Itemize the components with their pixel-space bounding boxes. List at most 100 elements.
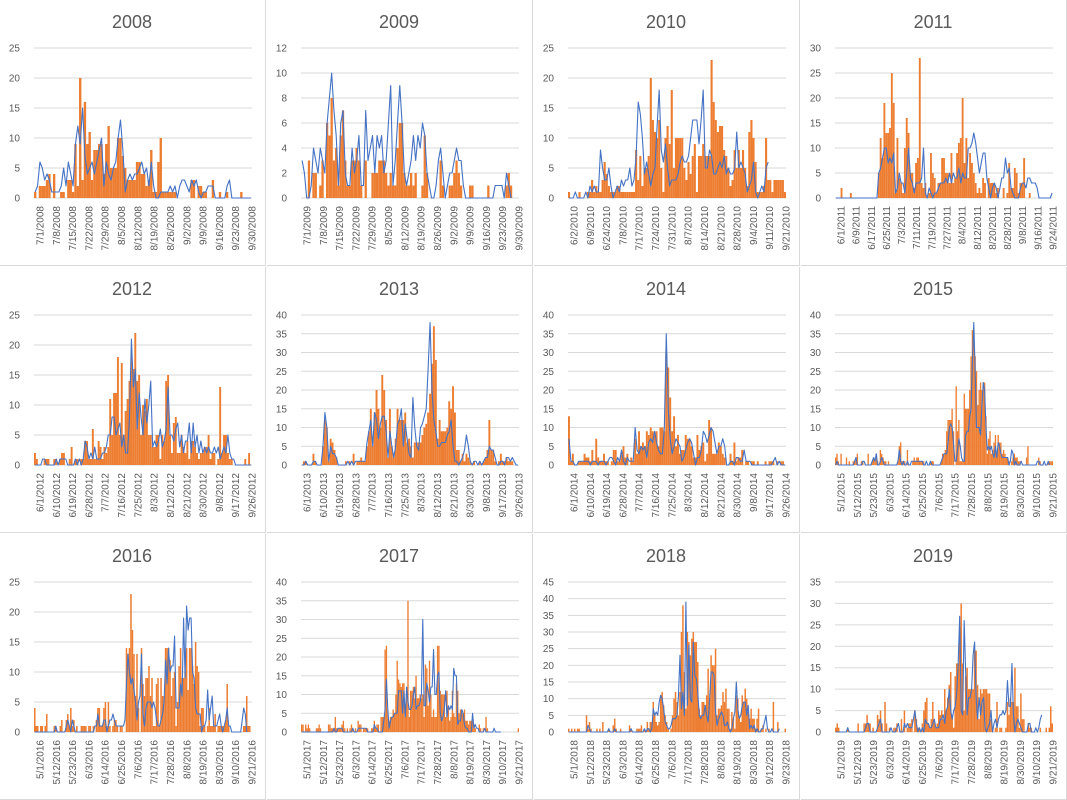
bar [720, 705, 723, 732]
bar [721, 126, 724, 198]
x-tick-label: 8/5/2008 [117, 206, 128, 245]
bar [685, 708, 687, 732]
bar [111, 435, 114, 465]
bar [618, 461, 621, 465]
bar [723, 702, 726, 732]
bar [314, 461, 317, 465]
bar [711, 665, 714, 732]
bar [438, 420, 441, 465]
chart-title: 2011 [914, 12, 953, 32]
bar [337, 185, 340, 198]
bar [85, 726, 87, 732]
bar [614, 450, 617, 465]
x-tick-label: 7/24/2010 [651, 206, 662, 251]
bar [685, 180, 688, 198]
bar [942, 719, 944, 732]
bar [458, 713, 460, 732]
bar [188, 459, 191, 465]
bar [207, 435, 210, 465]
bar [899, 442, 902, 465]
bar [867, 453, 869, 465]
bar [101, 459, 104, 465]
bar [407, 185, 410, 198]
chart-svg: 2017 0 5 10 15 20 25 30 35 40 5/1/2017 5/12/2017 5/2… [276, 546, 526, 785]
chart-svg: 2009 0 2 4 6 8 10 12 7/1/2009 7/8/2009 7/15/2009 7/… [276, 12, 526, 251]
bar [465, 720, 467, 732]
bar [143, 411, 146, 465]
bar [436, 438, 439, 465]
y-tick-label: 40 [810, 311, 822, 322]
x-tick-label: 8/19/2016 [199, 740, 210, 785]
bar [599, 461, 602, 465]
bar [478, 724, 480, 732]
bar [677, 435, 679, 465]
y-tick-label: 10 [543, 423, 555, 434]
bar [708, 698, 711, 732]
bar [88, 726, 90, 732]
bar [708, 420, 711, 465]
bar [845, 457, 848, 465]
bar [935, 727, 937, 732]
bar [191, 666, 194, 732]
bar [517, 728, 519, 732]
bar [781, 180, 784, 198]
x-tick-label: 9/17/2013 [498, 473, 509, 518]
x-tick-label: 7/17/2019 [951, 740, 962, 785]
bar [155, 435, 158, 465]
x-tick-label: 8/3/2014 [684, 473, 695, 512]
bar [325, 123, 329, 198]
bar [881, 453, 883, 465]
y-tick-label: 8 [281, 94, 287, 105]
bar [987, 693, 989, 732]
x-tick-label: 7/17/2018 [684, 740, 695, 785]
bar [355, 148, 358, 198]
x-tick-label: 8/8/2017 [449, 740, 460, 779]
bar [677, 138, 680, 198]
bar [147, 180, 151, 198]
bar [877, 173, 880, 198]
bar [988, 693, 991, 732]
bar [641, 442, 644, 465]
bar [760, 192, 763, 198]
bar [60, 192, 63, 198]
x-tick-label: 9/9/2008 [199, 206, 210, 245]
bar [429, 393, 432, 465]
bar [330, 728, 332, 732]
bar [782, 461, 785, 465]
bar [209, 459, 212, 465]
bar [398, 420, 401, 465]
bar [346, 185, 349, 198]
x-tick-label: 7/15/2009 [335, 206, 346, 251]
bar [350, 160, 354, 198]
bar [770, 461, 773, 465]
bar [116, 138, 120, 198]
bar [170, 453, 173, 465]
bar [91, 429, 94, 465]
bar [118, 435, 121, 465]
bar [414, 698, 416, 732]
bar [301, 724, 303, 732]
x-tick-label: 6/25/2019 [918, 740, 929, 785]
x-tick-label: 7/15/2008 [68, 206, 79, 251]
bar [779, 180, 782, 198]
bar [862, 461, 864, 465]
bar [654, 715, 656, 732]
x-tick-label: 8/7/2010 [684, 206, 695, 245]
x-tick-label: 8/12/2011 [973, 206, 984, 250]
bar [211, 726, 213, 732]
x-tick-label: 9/12/2018 [765, 740, 776, 785]
bar [59, 459, 62, 465]
bar [946, 697, 949, 732]
bar [449, 720, 451, 732]
bar [451, 690, 454, 732]
bar [894, 727, 897, 732]
x-tick-label: 8/3/2013 [417, 473, 428, 512]
bar [949, 672, 952, 732]
bar [874, 461, 876, 465]
y-tick-label: 10 [810, 144, 822, 155]
bar [668, 144, 671, 198]
bar [933, 719, 936, 732]
bar [151, 678, 153, 732]
bar [107, 702, 110, 732]
bar [404, 412, 407, 465]
